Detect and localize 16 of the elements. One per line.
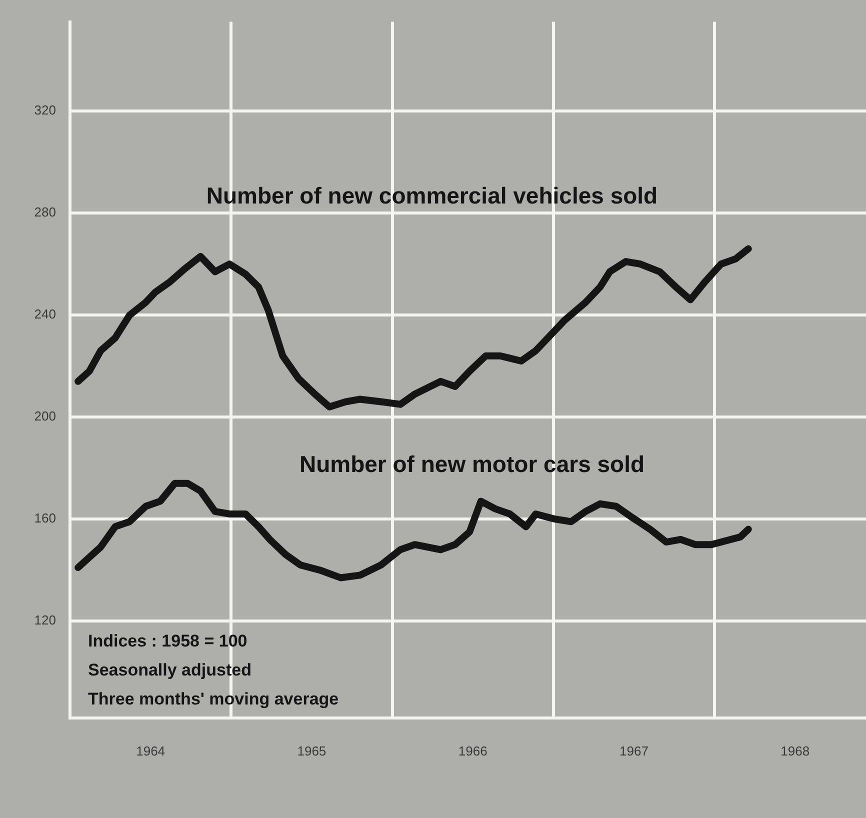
annotation: Indices : 1958 = 100 [88, 632, 248, 651]
annotation: Seasonally adjusted [88, 660, 252, 680]
x-tick-label: 1964 [136, 743, 166, 758]
annotation: Three months' moving average [88, 690, 339, 709]
x-tick-label: 1965 [297, 743, 326, 758]
y-tick-label: 240 [34, 306, 56, 322]
y-tick-label: 200 [34, 408, 56, 424]
series-label: Number of new motor cars sold [299, 451, 645, 478]
y-tick-label: 160 [34, 510, 56, 526]
text: Number of new commercial vehicles sold [206, 182, 658, 209]
y-tick-label: 120 [34, 612, 56, 628]
y-tick-label: 320 [34, 102, 56, 118]
x-tick-label: 1967 [620, 743, 648, 758]
x-tick-label: 1966 [458, 743, 488, 758]
y-tick-label: 280 [34, 204, 56, 220]
x-tick-label: 1968 [780, 743, 810, 758]
